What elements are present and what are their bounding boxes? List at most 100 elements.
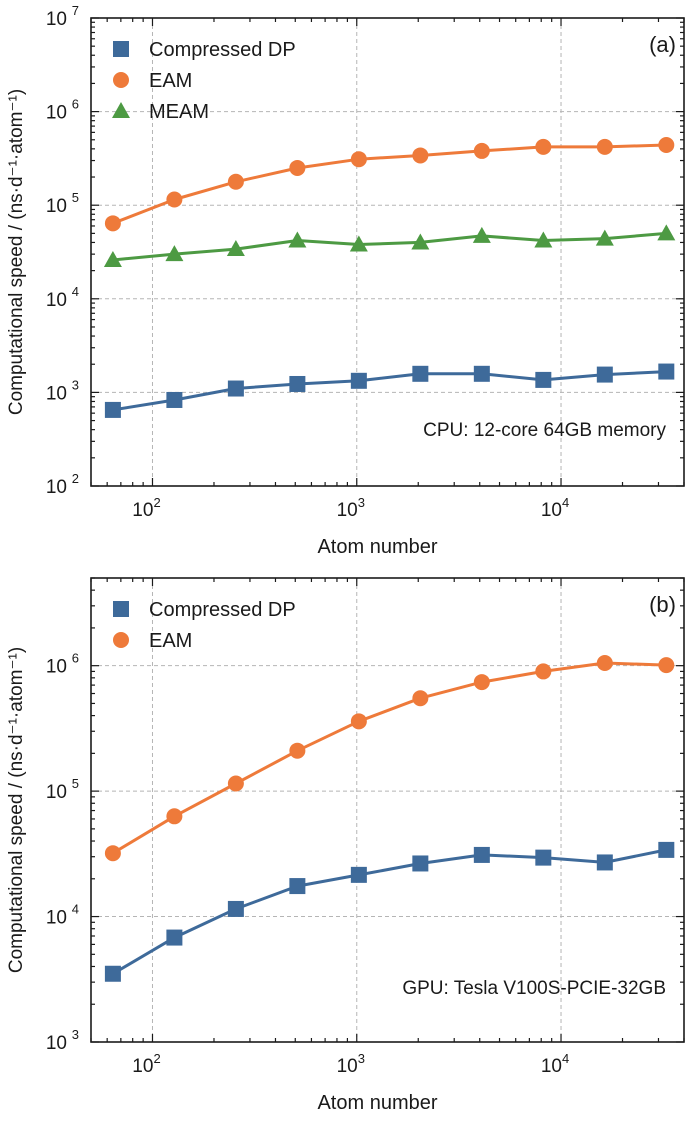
x-tick-label: 102 <box>132 1051 160 1077</box>
data-point <box>166 808 183 825</box>
y-tick-label-exponent: 6 <box>72 651 79 666</box>
data-point <box>166 391 183 408</box>
data-point <box>596 366 613 383</box>
y-axis-label: Computational speed / (ns·d⁻¹·atom⁻¹) <box>6 647 27 973</box>
series-eam <box>104 136 675 232</box>
data-point <box>227 900 244 917</box>
data-point <box>226 240 245 257</box>
series-meam <box>103 224 676 267</box>
data-point <box>473 365 490 382</box>
y-tick-label: 10 <box>46 657 67 678</box>
series-line <box>112 231 667 262</box>
data-point <box>535 138 552 155</box>
hardware-annotation: CPU: 12-core 64GB memory <box>423 420 666 441</box>
x-tick-label: 103 <box>337 495 365 521</box>
series-compressed-dp <box>104 363 675 418</box>
data-point <box>289 159 306 176</box>
data-point <box>350 372 367 389</box>
data-point <box>412 690 429 707</box>
data-point <box>289 742 306 759</box>
data-point <box>350 713 367 730</box>
x-tick-label: 103 <box>337 1051 365 1077</box>
data-point <box>350 866 367 883</box>
series-compressed-dp <box>104 841 675 982</box>
data-point <box>535 849 552 866</box>
data-point <box>535 371 552 388</box>
data-point <box>166 191 183 208</box>
y-tick-label: 10 <box>46 782 67 803</box>
data-point <box>473 846 490 863</box>
data-point <box>289 878 306 895</box>
y-tick-label: 10 <box>46 196 67 217</box>
legend-label: EAM <box>149 630 192 652</box>
y-tick-label: 10 <box>46 1033 67 1054</box>
data-point <box>104 965 121 982</box>
data-point <box>658 841 675 858</box>
series-line <box>112 848 667 976</box>
y-tick-label-exponent: 4 <box>72 902 79 917</box>
data-point <box>227 775 244 792</box>
x-axis-label: Atom number <box>317 536 437 558</box>
series-line <box>112 370 667 412</box>
data-point <box>412 855 429 872</box>
data-point <box>596 138 613 155</box>
x-tick-label: 102 <box>132 495 160 521</box>
y-tick-label-exponent: 4 <box>72 284 79 299</box>
data-point <box>658 363 675 380</box>
data-point <box>166 929 183 946</box>
data-point <box>473 142 490 159</box>
y-tick-label-exponent: 7 <box>72 3 79 18</box>
data-point <box>289 375 306 392</box>
hardware-annotation: GPU: Tesla V100S-PCIE-32GB <box>402 978 666 999</box>
y-tick-label-exponent: 5 <box>72 190 79 205</box>
data-point <box>596 854 613 871</box>
data-point <box>412 365 429 382</box>
data-point <box>411 233 430 250</box>
x-tick-label: 104 <box>541 495 569 521</box>
data-point <box>412 147 429 164</box>
y-tick-label: 10 <box>46 9 67 30</box>
legend-marker <box>112 102 130 118</box>
y-tick-label: 10 <box>46 103 67 124</box>
legend-marker <box>113 601 129 617</box>
y-tick-label: 10 <box>46 290 67 311</box>
legend-label: MEAM <box>149 101 209 123</box>
data-point <box>350 151 367 168</box>
y-axis-label: Computational speed / (ns·d⁻¹·atom⁻¹) <box>6 89 27 415</box>
y-tick-label-exponent: 2 <box>72 471 79 486</box>
data-point <box>473 674 490 691</box>
legend-marker <box>113 72 129 88</box>
data-point <box>595 229 614 246</box>
data-point <box>658 657 675 674</box>
data-point <box>349 235 368 252</box>
data-point <box>596 655 613 672</box>
data-point <box>227 173 244 190</box>
plot-frame <box>90 17 685 487</box>
data-point <box>103 250 122 267</box>
y-tick-label-exponent: 5 <box>72 776 79 791</box>
series-line <box>112 661 667 855</box>
data-point <box>535 663 552 680</box>
legend-label: Compressed DP <box>149 39 296 61</box>
data-point <box>658 136 675 153</box>
data-point <box>657 224 676 241</box>
panel-label: (a) <box>649 32 676 57</box>
data-point <box>104 845 121 862</box>
panel-label: (b) <box>649 592 676 617</box>
legend-marker <box>113 632 129 648</box>
y-tick-label: 10 <box>46 908 67 929</box>
x-axis-label: Atom number <box>317 1092 437 1114</box>
data-point <box>472 226 491 243</box>
x-tick-label: 104 <box>541 1051 569 1077</box>
data-point <box>104 401 121 418</box>
data-point <box>227 380 244 397</box>
legend-marker <box>113 41 129 57</box>
y-tick-label-exponent: 3 <box>72 1027 79 1042</box>
data-point <box>104 215 121 232</box>
series-line <box>112 143 667 225</box>
series-eam <box>104 655 675 862</box>
y-tick-label-exponent: 6 <box>72 97 79 112</box>
